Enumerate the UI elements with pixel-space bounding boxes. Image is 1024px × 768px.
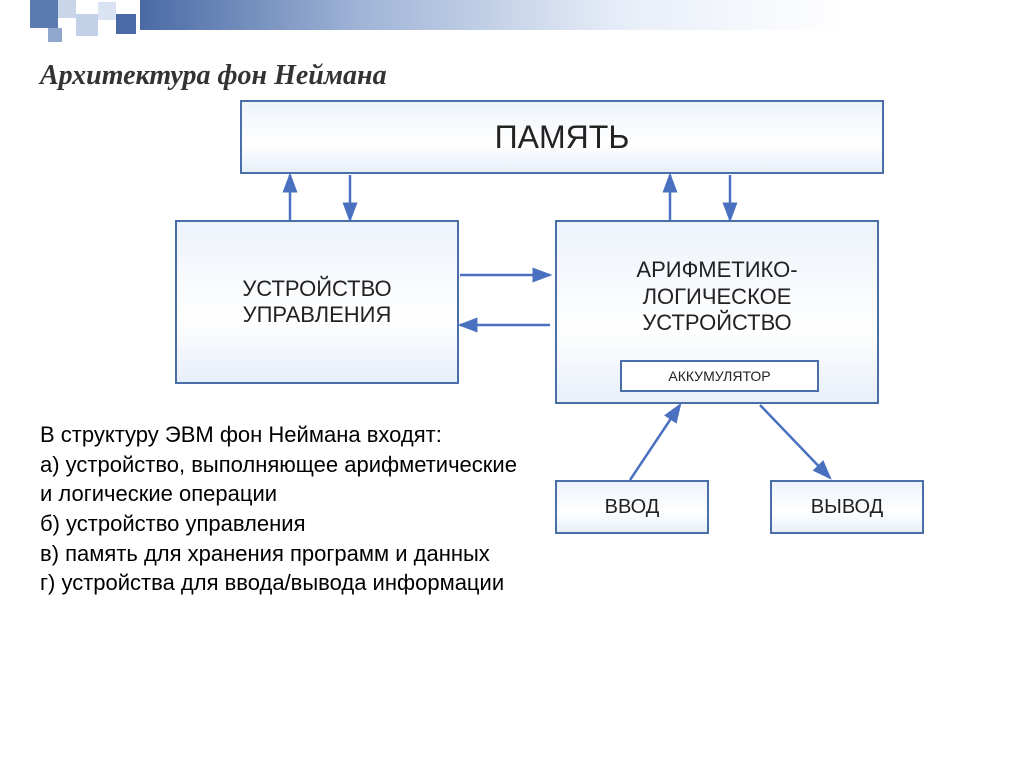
node-memory: ПАМЯТЬ [240, 100, 884, 174]
node-accumulator-label: АККУМУЛЯТОР [668, 368, 770, 385]
body-text: В структуру ЭВМ фон Неймана входят: а) у… [40, 420, 520, 598]
node-alu-label: АРИФМЕТИКО-ЛОГИЧЕСКОЕУСТРОЙСТВО [636, 257, 797, 336]
node-output-label: ВЫВОД [811, 495, 883, 519]
node-control: УСТРОЙСТВО УПРАВЛЕНИЯ [175, 220, 459, 384]
node-input-label: ВВОД [605, 495, 660, 519]
diagram-stage: ПАМЯТЬ УСТРОЙСТВО УПРАВЛЕНИЯ АРИФМЕТИКО-… [0, 0, 1024, 768]
node-output: ВЫВОД [770, 480, 924, 534]
node-input: ВВОД [555, 480, 709, 534]
node-memory-label: ПАМЯТЬ [495, 118, 630, 156]
body-intro: В структуру ЭВМ фон Неймана входят: [40, 420, 520, 450]
node-accumulator: АККУМУЛЯТОР [620, 360, 819, 392]
body-item-b: б) устройство управления [40, 509, 520, 539]
node-control-label: УСТРОЙСТВО УПРАВЛЕНИЯ [177, 276, 457, 329]
body-item-d: г) устройства для ввода/вывода информаци… [40, 568, 520, 598]
body-item-c: в) память для хранения программ и данных [40, 539, 520, 569]
body-item-a: а) устройство, выполняющее арифметически… [40, 450, 520, 509]
